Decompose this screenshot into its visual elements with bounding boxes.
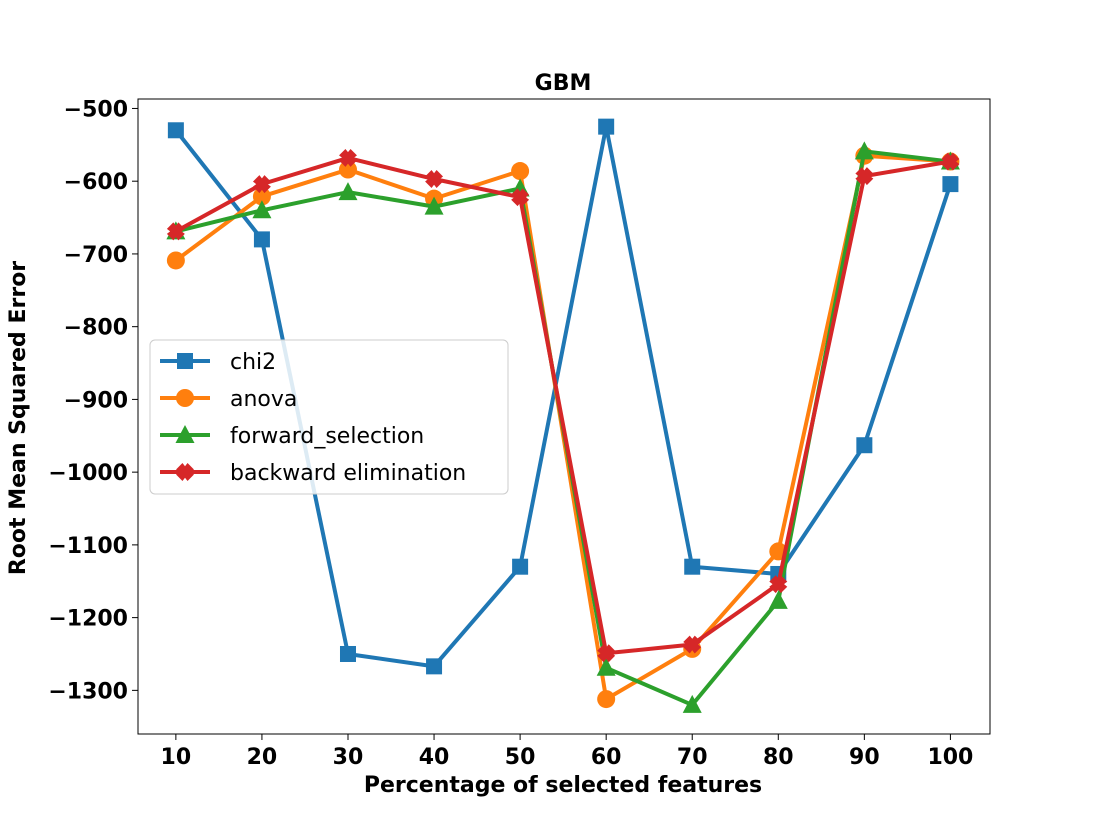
y-tick-label: −1100 [48,534,128,559]
data-point-chi2 [942,176,959,193]
data-point-backward-elimination [855,167,874,186]
data-point-chi2 [598,118,615,135]
x-tick-label: 80 [763,745,794,770]
data-point-anova [338,160,357,179]
y-tick-label: −1300 [48,679,128,704]
series-line-backward-elimination [174,155,951,656]
data-point-forward-selection [596,657,616,676]
data-point-chi2 [512,558,529,575]
legend-entry-label: forward_selection [230,424,424,449]
data-point-forward-selection [854,141,874,160]
y-axis-label: Root Mean Squared Error [6,261,31,575]
data-point-forward-selection [768,590,788,609]
x-tick-label: 100 [927,745,973,770]
y-tick-label: −1000 [48,461,128,486]
data-point-backward-elimination [511,188,530,207]
x-tick-label: 70 [677,745,708,770]
legend-marker [176,389,194,407]
x-axis-label: Percentage of selected features [364,773,762,798]
y-tick-label: −700 [64,243,128,268]
data-point-backward-elimination [339,148,357,167]
y-tick-label: −600 [64,170,128,195]
y-tick-label: −800 [64,316,128,341]
x-tick-label: 90 [849,745,880,770]
data-point-backward-elimination [769,575,788,594]
y-tick-label: −900 [64,388,128,413]
data-point-forward-selection [338,182,358,201]
plot-area: 10 20 30 40 50 60 70 80 90 100 −500 −600 −700 −800 −90… [48,97,991,770]
y-tick-label: −1200 [48,607,128,632]
data-point-anova [166,251,185,270]
legend-entry-label: anova [230,387,297,412]
legend: chi2 anova forward_selection backward elimi… [149,339,509,495]
x-tick-label: 40 [419,745,450,770]
data-point-chi2 [426,658,443,675]
data-point-backward-elimination [252,175,271,194]
chart-title: GBM [535,71,592,96]
x-tick-label: 30 [333,745,364,770]
legend-marker [176,463,194,481]
data-point-chi2 [339,645,356,662]
data-point-chi2 [684,558,701,575]
legend-marker [177,353,193,369]
data-point-anova [252,187,271,206]
data-point-backward-elimination [166,222,185,241]
x-tick-label: 60 [591,745,622,770]
y-tick-label: −500 [64,97,128,122]
x-tick-label: 10 [161,745,192,770]
data-point-backward-elimination [683,635,702,654]
data-point-anova [511,162,530,181]
data-point-backward-elimination [941,152,960,171]
data-point-forward-selection [252,200,272,219]
data-point-backward-elimination [597,644,616,663]
data-point-anova [597,690,616,709]
legend-marker [175,425,195,443]
data-point-chi2 [856,437,873,454]
legend-entry-label: backward elimination [230,461,466,486]
legend-entry-label: chi2 [230,350,276,375]
data-point-backward-elimination [425,170,444,188]
legend-box [149,339,509,495]
plot-frame [137,98,991,735]
x-tick-label: 20 [247,745,278,770]
data-point-forward-selection [682,694,702,713]
data-point-forward-selection [424,196,444,215]
data-point-chi2 [167,122,184,139]
data-point-chi2 [253,231,270,248]
x-tick-label: 50 [505,745,536,770]
